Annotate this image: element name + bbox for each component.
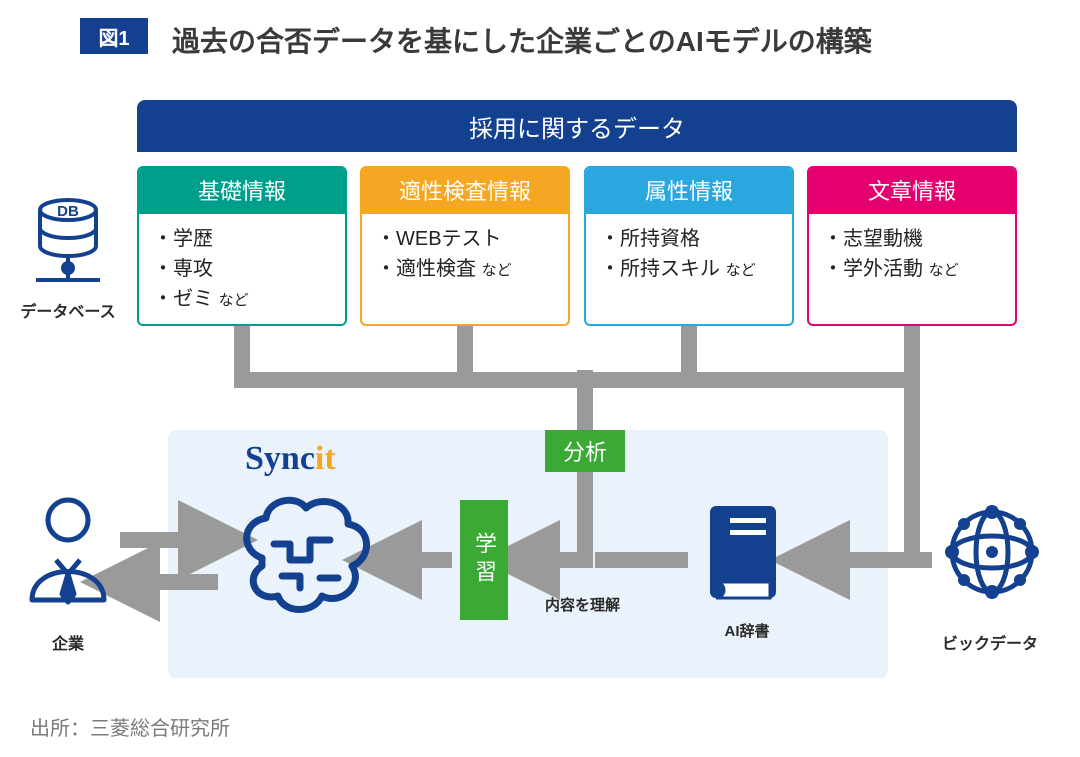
data-card-body: ・志望動機・学外活動 など <box>809 214 1015 294</box>
data-card-header: 属性情報 <box>586 168 792 214</box>
data-card-body: ・学歴・専攻・ゼミ など <box>139 214 345 324</box>
data-card-header: 文章情報 <box>809 168 1015 214</box>
data-card-0: 基礎情報・学歴・専攻・ゼミ など <box>137 166 347 326</box>
brand-part-a: Sync <box>245 440 315 477</box>
figure-badge: 図1 <box>80 18 148 54</box>
bigdata-label: ビックデータ <box>930 630 1050 654</box>
data-card-header: 適性検査情報 <box>362 168 568 214</box>
data-card-header: 基礎情報 <box>139 168 345 214</box>
top-banner: 採用に関するデータ <box>137 100 1017 152</box>
learn-text: 学習 <box>468 532 500 588</box>
diagram-stage: 図1 過去の合否データを基にした企業ごとのAIモデルの構築 採用に関するデータ … <box>0 0 1080 757</box>
learn-box: 学習 <box>460 500 508 620</box>
top-banner-text: 採用に関するデータ <box>469 109 685 144</box>
data-card-body: ・WEBテスト・適性検査 など <box>362 214 568 294</box>
analyze-text: 分析 <box>563 435 607 467</box>
data-card-3: 文章情報・志望動機・学外活動 など <box>807 166 1017 326</box>
understand-label: 内容を理解 <box>545 594 620 615</box>
data-card-body: ・所持資格・所持スキル など <box>586 214 792 294</box>
ai-dictionary-label: AI辞書 <box>712 620 782 641</box>
ai-dictionary-icon <box>700 500 784 610</box>
bigdata-icon <box>940 500 1044 604</box>
db-text: DB <box>57 203 79 220</box>
database-label: データベース <box>8 298 128 322</box>
company-label: 企業 <box>28 630 108 654</box>
brand-part-b: it <box>315 440 336 477</box>
figure-badge-text: 図1 <box>98 22 129 51</box>
data-card-1: 適性検査情報・WEBテスト・適性検査 など <box>360 166 570 326</box>
brain-icon <box>230 488 380 628</box>
database-icon: DB <box>28 196 108 292</box>
analyze-box: 分析 <box>545 430 625 472</box>
figure-title: 過去の合否データを基にした企業ごとのAIモデルの構築 <box>172 20 872 60</box>
data-card-2: 属性情報・所持資格・所持スキル など <box>584 166 794 326</box>
company-icon <box>22 490 114 610</box>
source-text: 出所：三菱総合研究所 <box>30 712 230 741</box>
brand-logo: Syncit <box>245 440 336 478</box>
